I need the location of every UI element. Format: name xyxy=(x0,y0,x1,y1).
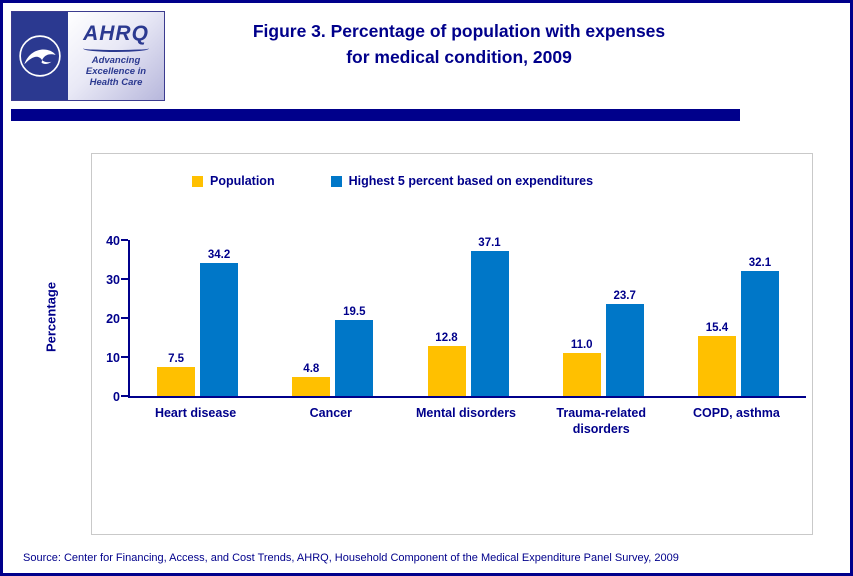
ahrq-wordmark-panel: AHRQ Advancing Excellence in Health Care xyxy=(68,12,164,100)
bar xyxy=(605,303,644,396)
bar-value-label: 32.1 xyxy=(748,256,772,269)
bar xyxy=(292,377,331,396)
bar xyxy=(470,251,509,396)
y-axis-tick-label: 20 xyxy=(106,312,120,326)
ahrq-swoosh-icon xyxy=(83,45,149,53)
bar xyxy=(335,319,374,396)
ahrq-wordmark: AHRQ xyxy=(83,22,149,46)
bar xyxy=(427,346,466,396)
y-axis-tick-mark xyxy=(121,239,128,241)
category-label: Trauma-related disorders xyxy=(556,406,647,436)
bar-value-label: 12.8 xyxy=(435,332,458,345)
bar-column: 11.0 xyxy=(562,339,601,396)
bar xyxy=(200,262,239,396)
y-axis-tick-mark xyxy=(121,395,128,397)
bar-value-label: 23.7 xyxy=(613,289,636,302)
category-label: Cancer xyxy=(309,406,352,420)
bar xyxy=(697,335,736,396)
y-axis-tick-mark xyxy=(121,278,128,280)
category-label: Heart disease xyxy=(154,406,237,420)
ahrq-tagline-line: Health Care xyxy=(89,76,143,88)
bar-value-label: 7.5 xyxy=(168,352,185,365)
bar-column: 32.1 xyxy=(740,256,779,396)
legend-swatch-population xyxy=(192,175,203,187)
legend-item-population: Population xyxy=(192,174,275,188)
legend-label-top5: Highest 5 percent based on expenditures xyxy=(348,174,594,188)
legend-swatch-top5 xyxy=(330,175,342,187)
bar-value-label: 15.4 xyxy=(705,321,729,334)
y-axis-tick-label: 40 xyxy=(106,234,120,248)
ahrq-logo: AHRQ Advancing Excellence in Health Care xyxy=(11,11,165,101)
y-axis-tick-label: 0 xyxy=(113,390,120,404)
y-axis-title: Percentage xyxy=(43,281,59,353)
bar-groups: 7.5 34.2 4.8 19.5 12.8 37.1 11.0 23.7 15.4 32.1 xyxy=(130,237,806,396)
bar-value-label: 11.0 xyxy=(570,339,593,352)
bar xyxy=(562,353,601,396)
plot-area: 7.5 34.2 4.8 19.5 12.8 37.1 11.0 23.7 15.4 32.1 0… xyxy=(106,234,806,404)
ahrq-tagline-line: Excellence in xyxy=(85,66,147,78)
category-label: COPD, asthma xyxy=(692,406,780,420)
bar-value-label: 34.2 xyxy=(207,248,231,261)
chart: Population Highest 5 percent based on ex… xyxy=(91,153,813,535)
bar xyxy=(740,270,779,396)
legend-item-top5: Highest 5 percent based on expenditures xyxy=(330,174,594,188)
hhs-seal xyxy=(12,12,68,100)
bar-column: 23.7 xyxy=(605,289,644,396)
chart-legend: Population Highest 5 percent based on ex… xyxy=(92,174,812,188)
bar-value-label: 19.5 xyxy=(343,305,366,318)
bar-value-label: 37.1 xyxy=(478,237,501,250)
hhs-logo-icon xyxy=(19,35,61,77)
legend-label-population: Population xyxy=(210,174,275,188)
y-axis-tick-mark xyxy=(121,317,128,319)
category-label: Mental disorders xyxy=(415,406,517,420)
source-note: Source: Center for Financing, Access, an… xyxy=(23,552,679,564)
ahrq-tagline-line: Advancing xyxy=(91,55,141,67)
category-labels: Heart disease Cancer Mental disorders Traum… xyxy=(128,406,804,437)
bar-value-label: 4.8 xyxy=(303,363,320,376)
figure-title-line1: Figure 3. Percentage of population with … xyxy=(252,21,666,41)
bar-column: 12.8 xyxy=(427,332,466,396)
y-axis-tick-label: 30 xyxy=(106,273,120,287)
bar-column: 34.2 xyxy=(200,248,239,396)
bar-column: 15.4 xyxy=(697,321,736,396)
bar-group: 12.8 37.1 xyxy=(400,237,535,396)
bar-column: 7.5 xyxy=(157,352,196,396)
bar xyxy=(157,366,196,396)
bar-column: 37.1 xyxy=(470,237,509,396)
bar-group: 15.4 32.1 xyxy=(671,257,806,396)
figure-title: Figure 3. Percentage of population with … xyxy=(173,18,745,71)
bar-column: 4.8 xyxy=(292,363,331,396)
y-axis-tick-mark xyxy=(121,356,128,358)
figure-title-line2: for medical condition, 2009 xyxy=(346,47,572,68)
bar-column: 19.5 xyxy=(335,305,374,396)
header-divider-bar xyxy=(11,109,740,121)
bar-group: 11.0 23.7 xyxy=(536,290,671,396)
y-axis-tick-label: 10 xyxy=(106,351,120,365)
bar-group: 7.5 34.2 xyxy=(130,249,265,396)
bar-group: 4.8 19.5 xyxy=(265,306,400,396)
ahrq-tagline: Advancing Excellence in Health Care xyxy=(85,55,147,89)
